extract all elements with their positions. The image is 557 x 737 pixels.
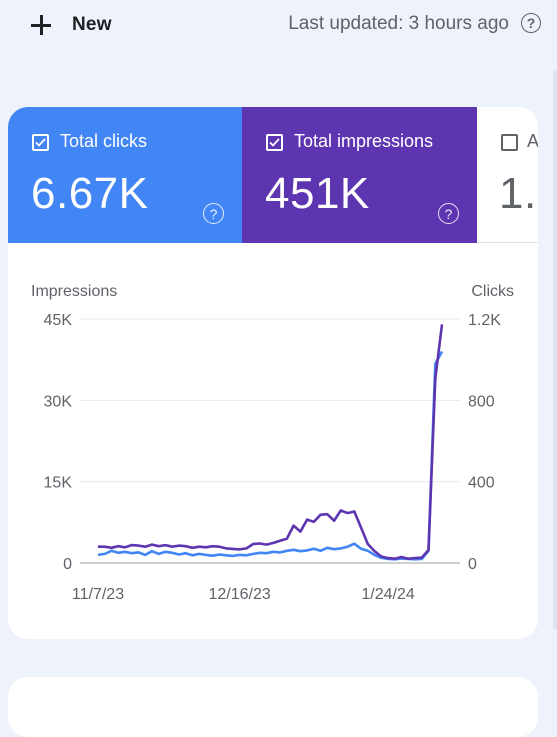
series-line [97,350,444,561]
help-circle-icon[interactable]: ? [203,203,224,224]
series-line [98,324,444,561]
new-button-label: New [72,14,112,35]
second-card [8,677,538,737]
total-impressions-label: Total impressions [294,131,434,151]
y-right-tick-label: 400 [468,475,495,492]
x-tick-label: 12/16/23 [209,586,271,603]
total-impressions-checkbox[interactable] [266,134,283,151]
help-circle-icon[interactable]: ? [438,203,459,224]
y-right-tick-label: 1.2K [468,312,501,329]
y-axis-left-title: Impressions [31,283,118,300]
total-clicks-checkbox[interactable] [32,134,49,151]
average-ctr-checkbox[interactable] [501,134,518,151]
performance-card: Total clicks 6.67K ? Total impressions 4… [8,107,538,639]
y-left-tick-label: 45K [44,312,73,329]
plus-icon [30,14,52,36]
total-clicks-value: 6.67K [31,169,149,218]
y-left-tick-label: 15K [44,475,73,492]
tile-divider [477,242,538,243]
y-right-tick-label: 0 [468,556,477,573]
new-button[interactable]: New [30,8,112,42]
total-impressions-tile[interactable]: Total impressions 451K ? [242,107,477,243]
total-clicks-label: Total clicks [60,131,148,151]
average-ctr-label: A [527,131,538,151]
y-axis-right-title: Clicks [471,283,514,300]
help-circle-icon[interactable]: ? [521,13,541,33]
chart-svg: 0 0 15K 400 30K 800 45K 1.2K 11/7/23 12/16/23 1/24… [44,312,502,603]
y-right-tick-label: 800 [468,393,495,410]
total-impressions-value: 451K [265,169,370,218]
x-tick-label: 1/24/24 [361,586,414,603]
average-ctr-value: 1. [499,169,537,218]
last-updated-text: Last updated: 3 hours ago [288,13,509,34]
x-tick-label: 11/7/23 [72,586,124,603]
total-clicks-tile[interactable]: Total clicks 6.67K ? [8,107,242,243]
performance-chart[interactable]: Impressions Clicks 0 0 15K 400 30K 800 45K 1.2K… [8,243,538,639]
y-left-tick-label: 30K [44,393,73,410]
scrollbar[interactable] [553,70,557,630]
top-bar: New Last updated: 3 hours ago ? [0,0,557,50]
y-left-tick-label: 0 [63,556,72,573]
average-ctr-tile[interactable]: A 1. [477,107,538,243]
